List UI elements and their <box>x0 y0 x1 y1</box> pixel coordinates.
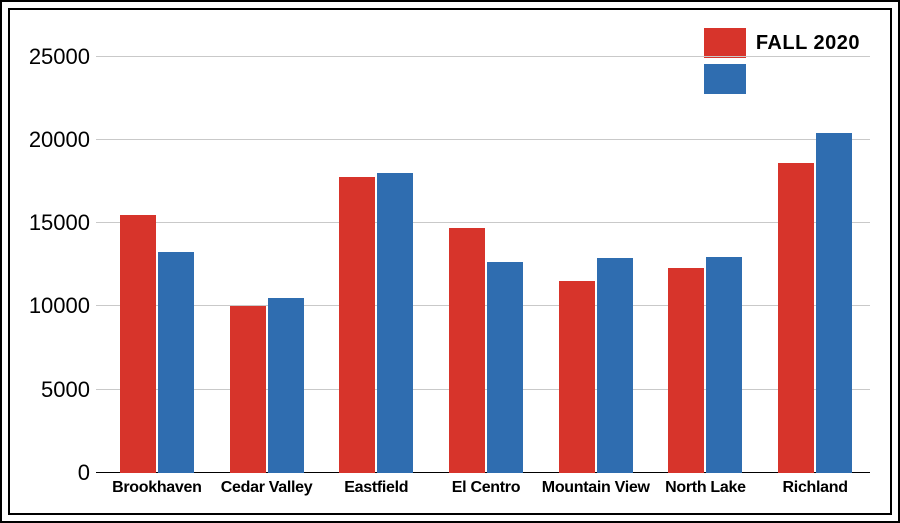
ytick-label: 0 <box>78 460 90 486</box>
bar <box>158 252 194 473</box>
bar <box>778 163 814 473</box>
bar <box>597 258 633 473</box>
bar <box>339 177 375 473</box>
plot-area: 0500010000150002000025000 BrookhavenCeda… <box>102 40 870 473</box>
xtick-label: El Centro <box>452 479 520 497</box>
xtick-label: Cedar Valley <box>221 479 313 497</box>
bar <box>816 133 852 473</box>
xtick-label: North Lake <box>665 479 746 497</box>
chart-outer-frame: FALL 2020 0500010000150002000025000 Broo… <box>0 0 900 523</box>
bar <box>120 215 156 473</box>
ytick-label: 15000 <box>29 210 90 236</box>
bar <box>377 173 413 473</box>
bar <box>268 298 304 473</box>
bar <box>706 257 742 474</box>
ytick-label: 10000 <box>29 293 90 319</box>
bar <box>487 262 523 474</box>
bar <box>449 228 485 473</box>
chart-inner-frame: FALL 2020 0500010000150002000025000 Broo… <box>8 8 892 515</box>
ytick-label: 20000 <box>29 127 90 153</box>
ytick-label: 5000 <box>41 377 90 403</box>
bars-layer: BrookhavenCedar ValleyEastfieldEl Centro… <box>102 40 870 473</box>
ytick-label: 25000 <box>29 44 90 70</box>
bar <box>559 281 595 473</box>
xtick-label: Brookhaven <box>112 479 201 497</box>
xtick-label: Eastfield <box>344 479 408 497</box>
xtick-label: Mountain View <box>542 479 650 497</box>
xtick-label: Richland <box>783 479 848 497</box>
bar <box>230 306 266 473</box>
bar <box>668 268 704 473</box>
